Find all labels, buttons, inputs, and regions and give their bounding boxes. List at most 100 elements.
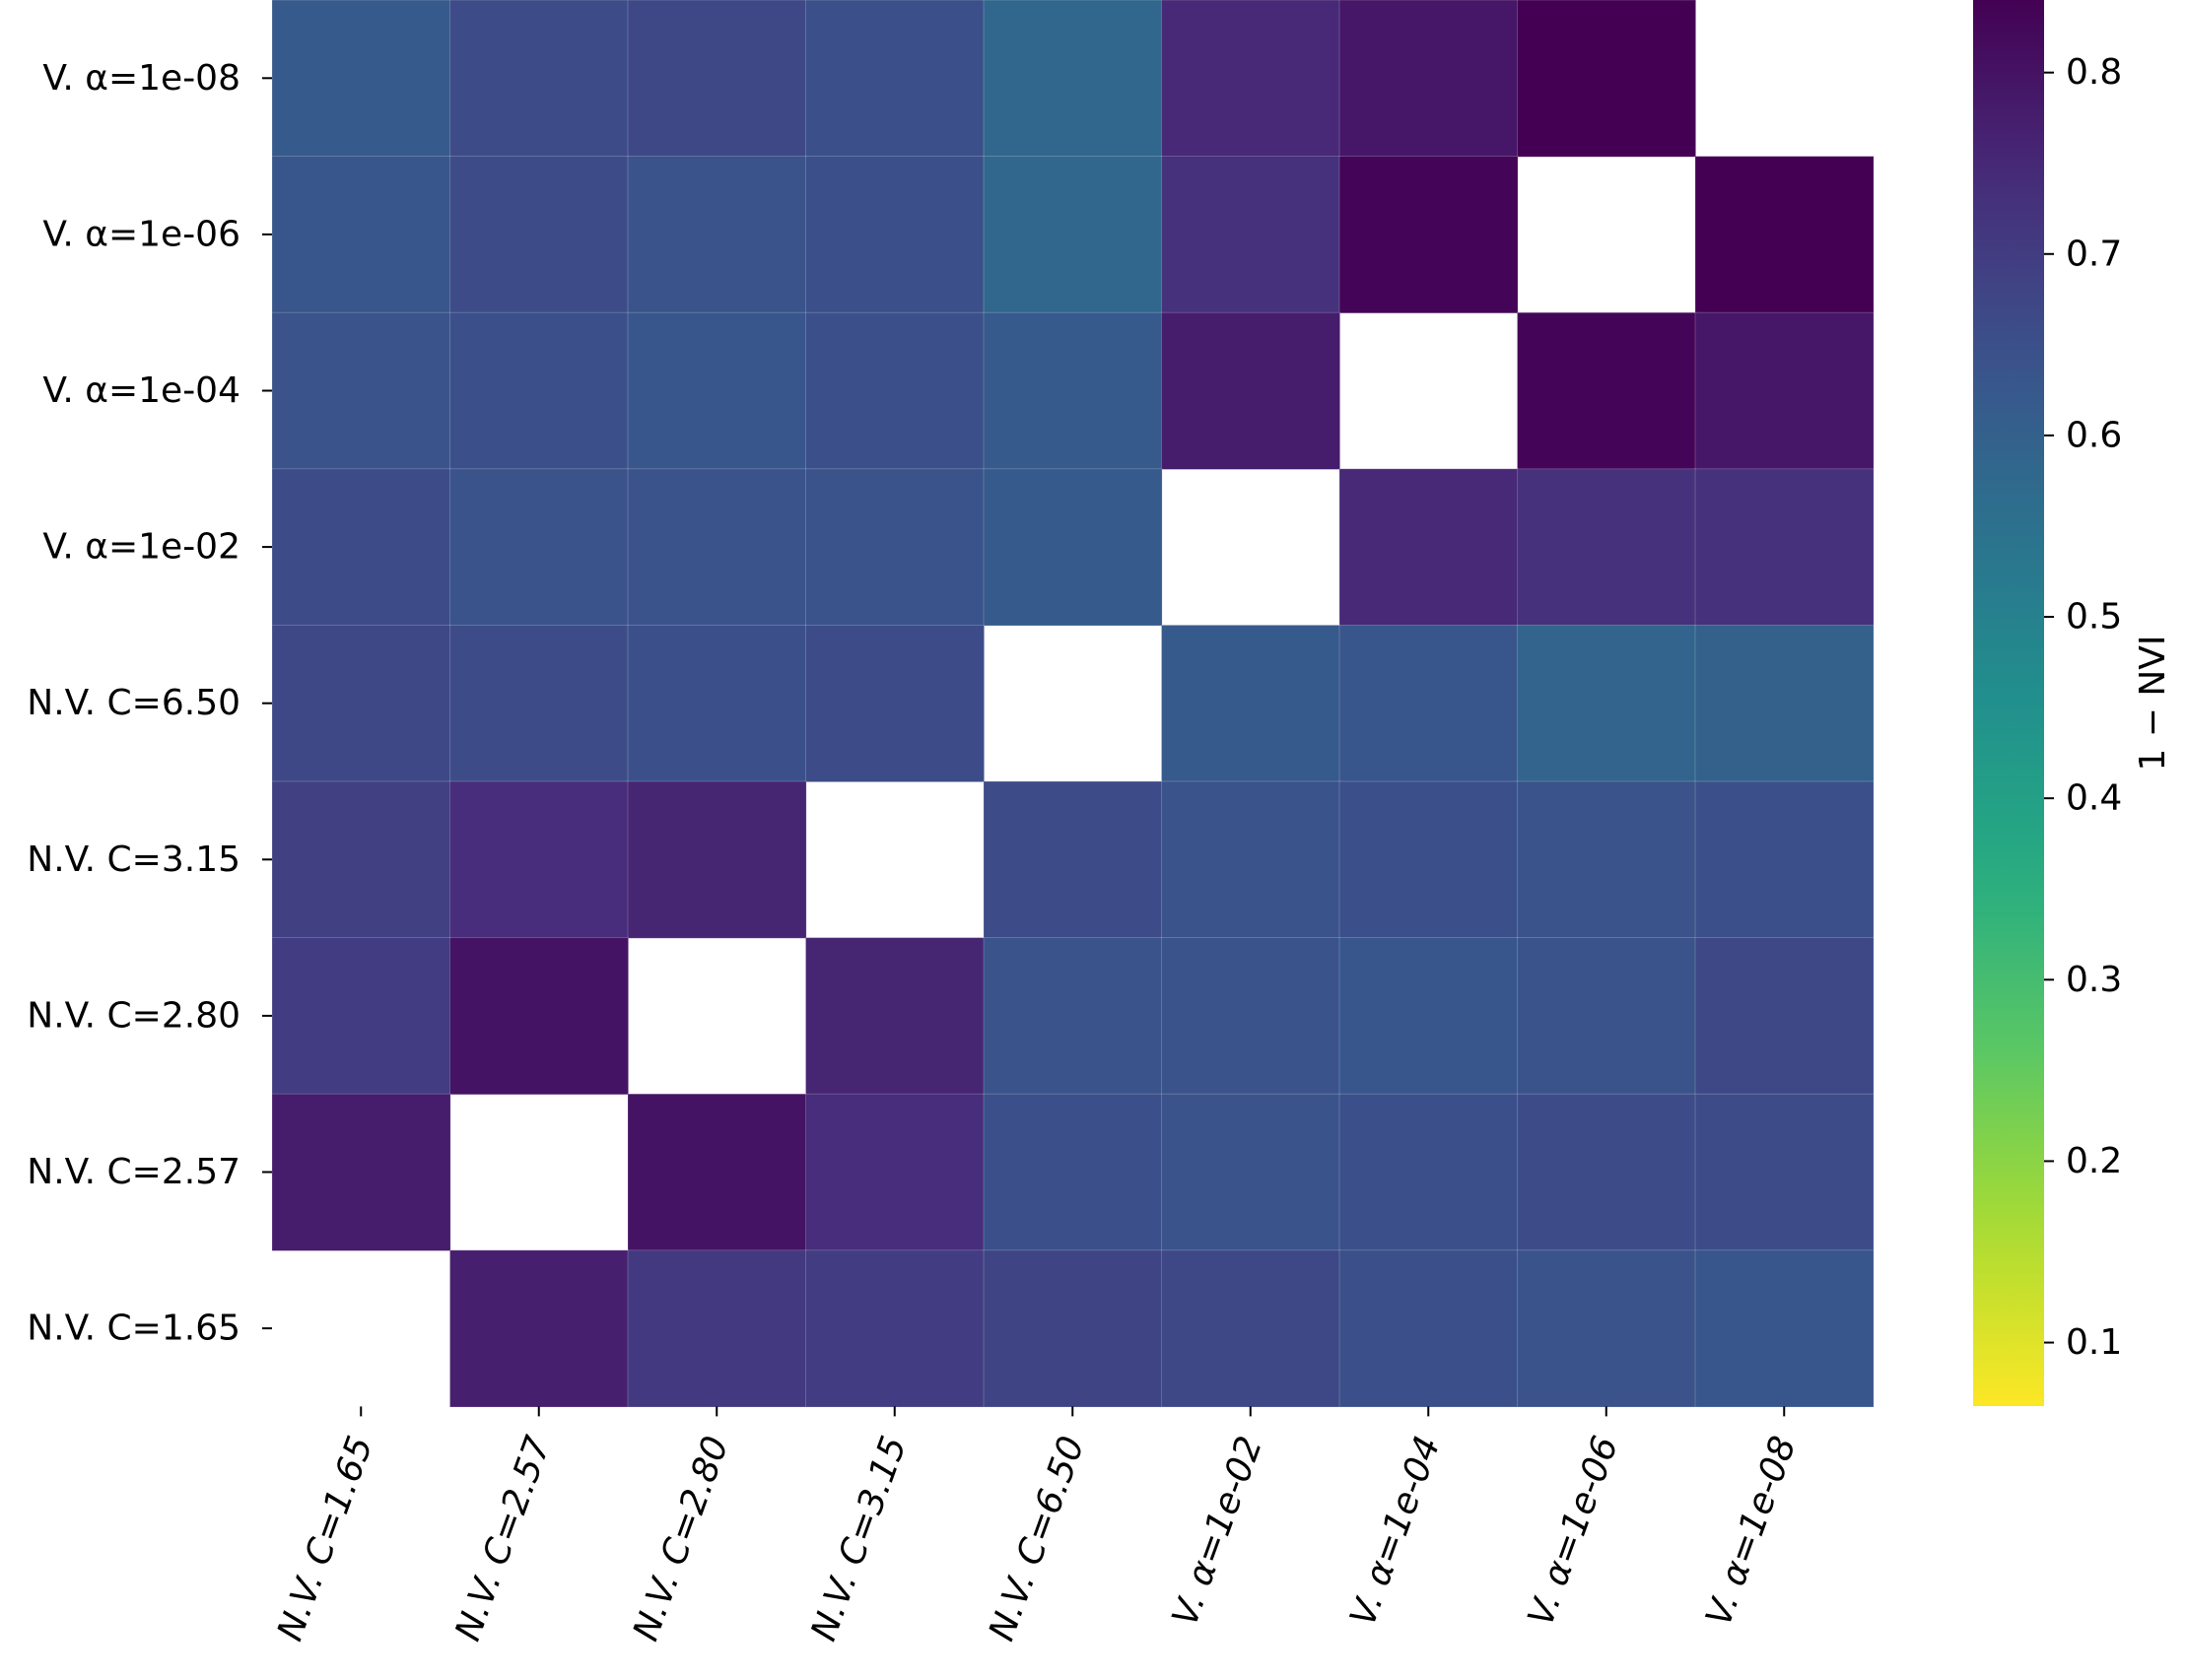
- heatmap-cell: [271, 1093, 451, 1251]
- heatmap-cell: [627, 156, 807, 314]
- x-tick-label: N.V. C=1.65: [270, 1431, 381, 1646]
- heatmap-cell: [1694, 1249, 1875, 1408]
- colorbar-tick-label: 0.2: [2066, 1141, 2122, 1181]
- heatmap-cell: [1517, 1093, 1697, 1251]
- heatmap-cell: [449, 1249, 630, 1408]
- heatmap-cell: [271, 937, 451, 1096]
- heatmap-cell: [1161, 780, 1341, 939]
- heatmap-cell: [983, 1093, 1163, 1251]
- colorbar-label: 1 − NVI: [2133, 635, 2173, 771]
- heatmap-cell: [1161, 156, 1341, 314]
- heatmap-cell: [805, 1093, 986, 1251]
- heatmap-cell: [1338, 625, 1519, 783]
- heatmap-cell: [627, 1093, 807, 1251]
- heatmap-cell: [805, 1249, 986, 1408]
- heatmap-cell: [1338, 0, 1519, 158]
- heatmap-cell: [983, 937, 1163, 1096]
- heatmap-cell: [449, 311, 630, 470]
- heatmap-cell: [1517, 780, 1697, 939]
- heatmap-cell: [1694, 625, 1875, 783]
- heatmap-cell: [449, 625, 630, 783]
- heatmap-cell: [983, 311, 1163, 470]
- y-tick-label: V. α=1e-02: [42, 527, 240, 568]
- heatmap-cell: [983, 156, 1163, 314]
- heatmap-cell: [1517, 625, 1697, 783]
- heatmap-cell: [449, 468, 630, 627]
- heatmap-cell: [1517, 311, 1697, 470]
- heatmap-cell: [271, 780, 451, 939]
- heatmap-cell: [1161, 0, 1341, 158]
- heatmap-cell: [983, 780, 1163, 939]
- heatmap-cell: [805, 937, 986, 1096]
- heatmap-cell: [805, 0, 986, 158]
- heatmap-cell: [1161, 311, 1341, 470]
- y-axis: V. α=1e-08 V. α=1e-06 V. α=1e-04 V. α=1e-02…: [27, 58, 272, 1349]
- y-tick-label: N.V. C=1.65: [27, 1309, 240, 1349]
- colorbar-tick-label: 0.5: [2066, 597, 2122, 638]
- heatmap-cell: [805, 468, 986, 627]
- colorbar-tick-label: 0.6: [2066, 415, 2122, 455]
- heatmap-cell: [1338, 468, 1519, 627]
- x-tick-label: N.V. C=2.80: [626, 1431, 737, 1646]
- heatmap-cell: [449, 937, 630, 1096]
- heatmap-cell: [1338, 156, 1519, 314]
- heatmap-cell: [1517, 937, 1697, 1096]
- x-tick-label: N.V. C=6.50: [982, 1431, 1093, 1646]
- heatmap-cell: [271, 156, 451, 314]
- x-tick-label: N.V. C=3.15: [803, 1431, 915, 1646]
- colorbar-tick-label: 0.1: [2066, 1322, 2122, 1363]
- heatmap-cell: [1694, 468, 1875, 627]
- heatmap-cell: [1161, 1249, 1341, 1408]
- colorbar-tick-label: 0.7: [2066, 234, 2122, 274]
- heatmap-cell: [449, 156, 630, 314]
- heatmap-cell: [1161, 1093, 1341, 1251]
- y-tick-label: N.V. C=3.15: [27, 840, 240, 880]
- heatmap-cell: [627, 625, 807, 783]
- colorbar-ticks: 0.1 0.2 0.3 0.4 0.5 0.6 0.7 0.8: [2044, 52, 2122, 1363]
- y-tick-label: V. α=1e-06: [42, 214, 240, 254]
- heatmap-cell: [1338, 937, 1519, 1096]
- colorbar: 0.1 0.2 0.3 0.4 0.5 0.6 0.7 0.8 1 − NVI: [1973, 0, 2173, 1406]
- heatmap-cell: [449, 0, 630, 158]
- heatmap-cell: [983, 0, 1163, 158]
- heatmap-cell: [1694, 937, 1875, 1096]
- heatmap-cell: [271, 311, 451, 470]
- x-tick-label: V. α=1e-04: [1342, 1431, 1448, 1631]
- y-tick-label: N.V. C=2.57: [27, 1152, 240, 1192]
- heatmap-cells: [271, 0, 1875, 1408]
- heatmap-cell: [1694, 311, 1875, 470]
- heatmap-cell: [1517, 1249, 1697, 1408]
- heatmap-cell: [1338, 1249, 1519, 1408]
- heatmap-cell: [1338, 780, 1519, 939]
- y-tick-label: N.V. C=6.50: [27, 683, 240, 723]
- colorbar-gradient: [1973, 0, 2044, 1406]
- x-tick-label: N.V. C=2.57: [447, 1431, 559, 1646]
- heatmap-cell: [627, 1249, 807, 1408]
- heatmap-cell: [805, 156, 986, 314]
- x-tick-label: V. α=1e-06: [1521, 1431, 1626, 1631]
- y-tick-label: V. α=1e-04: [42, 370, 240, 411]
- heatmap-cell: [983, 1249, 1163, 1408]
- heatmap-cell: [1517, 0, 1697, 158]
- heatmap-cell: [805, 625, 986, 783]
- heatmap-cell: [449, 780, 630, 939]
- heatmap-cell: [271, 0, 451, 158]
- heatmap-cell: [1694, 1093, 1875, 1251]
- heatmap-cell: [627, 468, 807, 627]
- y-tick-label: V. α=1e-08: [42, 58, 240, 99]
- colorbar-tick-label: 0.3: [2066, 960, 2122, 1000]
- colorbar-tick-label: 0.4: [2066, 778, 2122, 819]
- heatmap-cell: [1161, 625, 1341, 783]
- heatmap-cell: [1694, 780, 1875, 939]
- heatmap-cell: [627, 311, 807, 470]
- heatmap-cell: [1517, 468, 1697, 627]
- y-tick-label: N.V. C=2.80: [27, 995, 240, 1036]
- heatmap-cell: [271, 625, 451, 783]
- x-tick-label: V. α=1e-08: [1698, 1431, 1804, 1631]
- heatmap-cell: [1694, 156, 1875, 314]
- x-tick-label: V. α=1e-02: [1165, 1431, 1270, 1631]
- heatmap-cell: [271, 468, 451, 627]
- heatmap-cell: [805, 311, 986, 470]
- colorbar-tick-label: 0.8: [2066, 52, 2122, 93]
